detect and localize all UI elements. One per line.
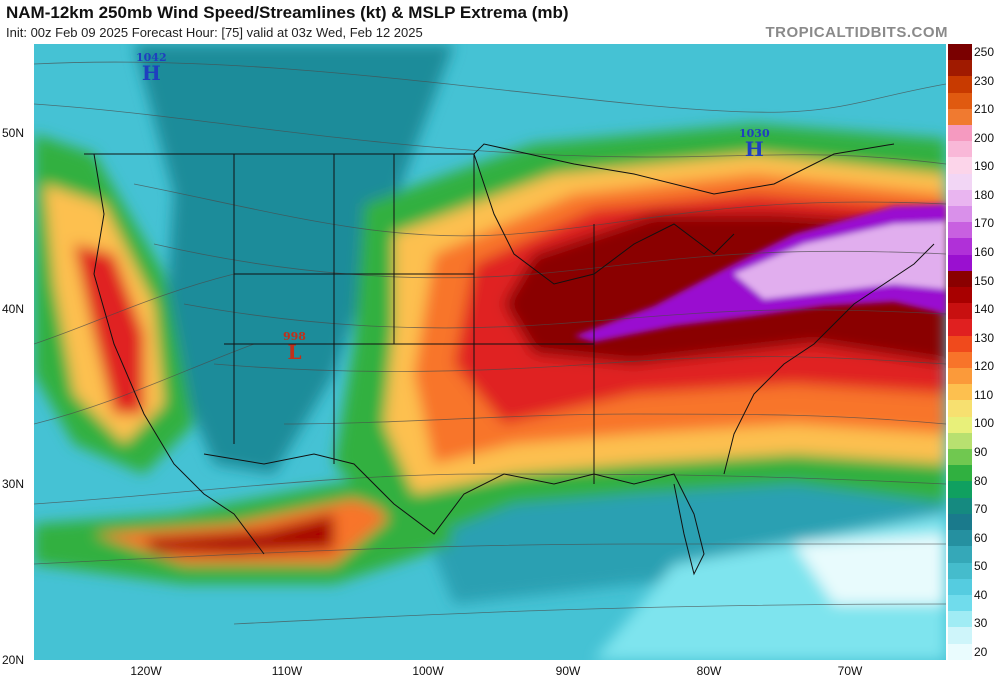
white-patch (794, 534, 946, 604)
wind-field-svg (34, 44, 946, 660)
pressure-value: 1030 (739, 127, 770, 140)
lat-label: 50N (2, 126, 25, 140)
colorbar-swatch (948, 189, 972, 207)
pressure-value: 998 (283, 330, 306, 343)
colorbar-label: 100 (974, 416, 995, 431)
colorbar-label: 70 (974, 502, 988, 517)
lon-label: 70W (837, 664, 863, 678)
colorbar-swatch (948, 368, 972, 385)
colorbar-swatch (948, 254, 972, 271)
colorbar-label: 60 (974, 530, 988, 545)
colorbar-swatch (948, 238, 972, 255)
lat-label: 20N (2, 653, 25, 667)
colorbar-label: 140 (974, 302, 995, 317)
colorbar-swatch (948, 335, 972, 352)
colorbar-swatch (948, 546, 972, 563)
pressure-symbol: H (744, 137, 764, 161)
colorbar-swatch (948, 270, 972, 288)
page-title: NAM-12km 250mb Wind Speed/Streamlines (k… (6, 3, 569, 22)
colorbar-swatch (948, 351, 972, 369)
colorbar-label: 180 (974, 187, 995, 202)
colorbar-label: 20 (974, 645, 988, 659)
colorbar-swatch (948, 416, 972, 433)
colorbar-swatch (948, 497, 972, 514)
colorbar-swatch (948, 60, 972, 77)
low-pressure-marker: 998 L (283, 331, 306, 362)
colorbar-label: 110 (974, 387, 994, 402)
pressure-symbol: L (287, 340, 302, 364)
lon-label: 120W (130, 664, 162, 678)
colorbar-label: 190 (974, 159, 995, 174)
lat-label: 30N (2, 477, 25, 491)
colorbar-swatch (948, 432, 972, 450)
colorbar-label: 250 (974, 45, 995, 59)
high-pressure-marker: 1042 H (136, 52, 167, 83)
colorbar-swatch (948, 141, 972, 158)
colorbar-labels: 250 230 210 200 190 180 170 160 150 140 130 120 110 1… (972, 44, 1000, 660)
coastlines (84, 143, 935, 576)
colorbar-label: 210 (974, 102, 995, 117)
colorbar-swatch (948, 319, 972, 336)
colorbar-swatch (948, 578, 972, 595)
colorbar-label: 40 (974, 587, 988, 602)
colorbar-label: 120 (974, 359, 995, 374)
lon-label: 90W (555, 664, 581, 678)
colorbar-swatch (948, 92, 972, 109)
lon-label: 110W (271, 664, 303, 678)
colorbar-swatch (948, 481, 972, 498)
colorbar-label: 230 (974, 73, 995, 88)
colorbar-swatch (948, 173, 972, 190)
colorbar-swatch (948, 222, 972, 239)
colorbar-swatch (948, 400, 972, 417)
colorbar-swatch (948, 303, 972, 320)
colorbar-swatch (948, 206, 972, 223)
colorbar-swatch (948, 594, 972, 612)
colorbar-swatch (948, 530, 972, 547)
pressure-value: 1042 (136, 51, 167, 64)
colorbar-swatch (948, 627, 972, 644)
colorbar-swatch (948, 44, 972, 61)
teal-region-west (134, 44, 454, 474)
colorbar-swatch (948, 449, 972, 466)
colorbar (948, 44, 972, 660)
high-pressure-marker: 1030 H (739, 128, 770, 159)
pink-core (734, 222, 946, 299)
westcoast-red (74, 244, 144, 414)
colorbar-label: 130 (974, 330, 995, 345)
colorbar-swatch (948, 157, 972, 174)
colorbar-label: 80 (974, 473, 988, 488)
colorbar-label: 170 (974, 216, 995, 231)
wind-map: 1042 H 1030 H 998 L (34, 44, 946, 660)
colorbar-label: 160 (974, 245, 995, 259)
lon-label: 100W (412, 664, 444, 678)
pressure-symbol: H (141, 61, 161, 85)
colorbar-label: 30 (974, 616, 988, 631)
colorbar-swatch (948, 465, 972, 482)
lat-label: 40N (2, 302, 25, 316)
forecast-info: Init: 00z Feb 09 2025 Forecast Hour: [75… (6, 25, 423, 40)
colorbar-swatch (948, 611, 972, 628)
wind-shading (34, 44, 946, 660)
colorbar-swatch (948, 384, 972, 401)
brand-watermark: TROPICALTIDBITS.COM (765, 24, 948, 41)
colorbar-label: 200 (974, 130, 995, 145)
colorbar-swatch (948, 287, 972, 304)
colorbar-swatch (948, 108, 972, 126)
colorbar-label: 90 (974, 445, 988, 459)
colorbar-swatch (948, 125, 972, 142)
lon-label: 80W (696, 664, 722, 678)
jet-core (574, 204, 946, 342)
colorbar-swatch (948, 562, 972, 579)
colorbar-label: 50 (974, 559, 988, 574)
colorbar-swatch (948, 643, 972, 660)
colorbar-swatch (948, 76, 972, 93)
colorbar-swatch (948, 513, 972, 531)
mexico-red (144, 514, 334, 554)
colorbar-label: 150 (974, 273, 995, 288)
